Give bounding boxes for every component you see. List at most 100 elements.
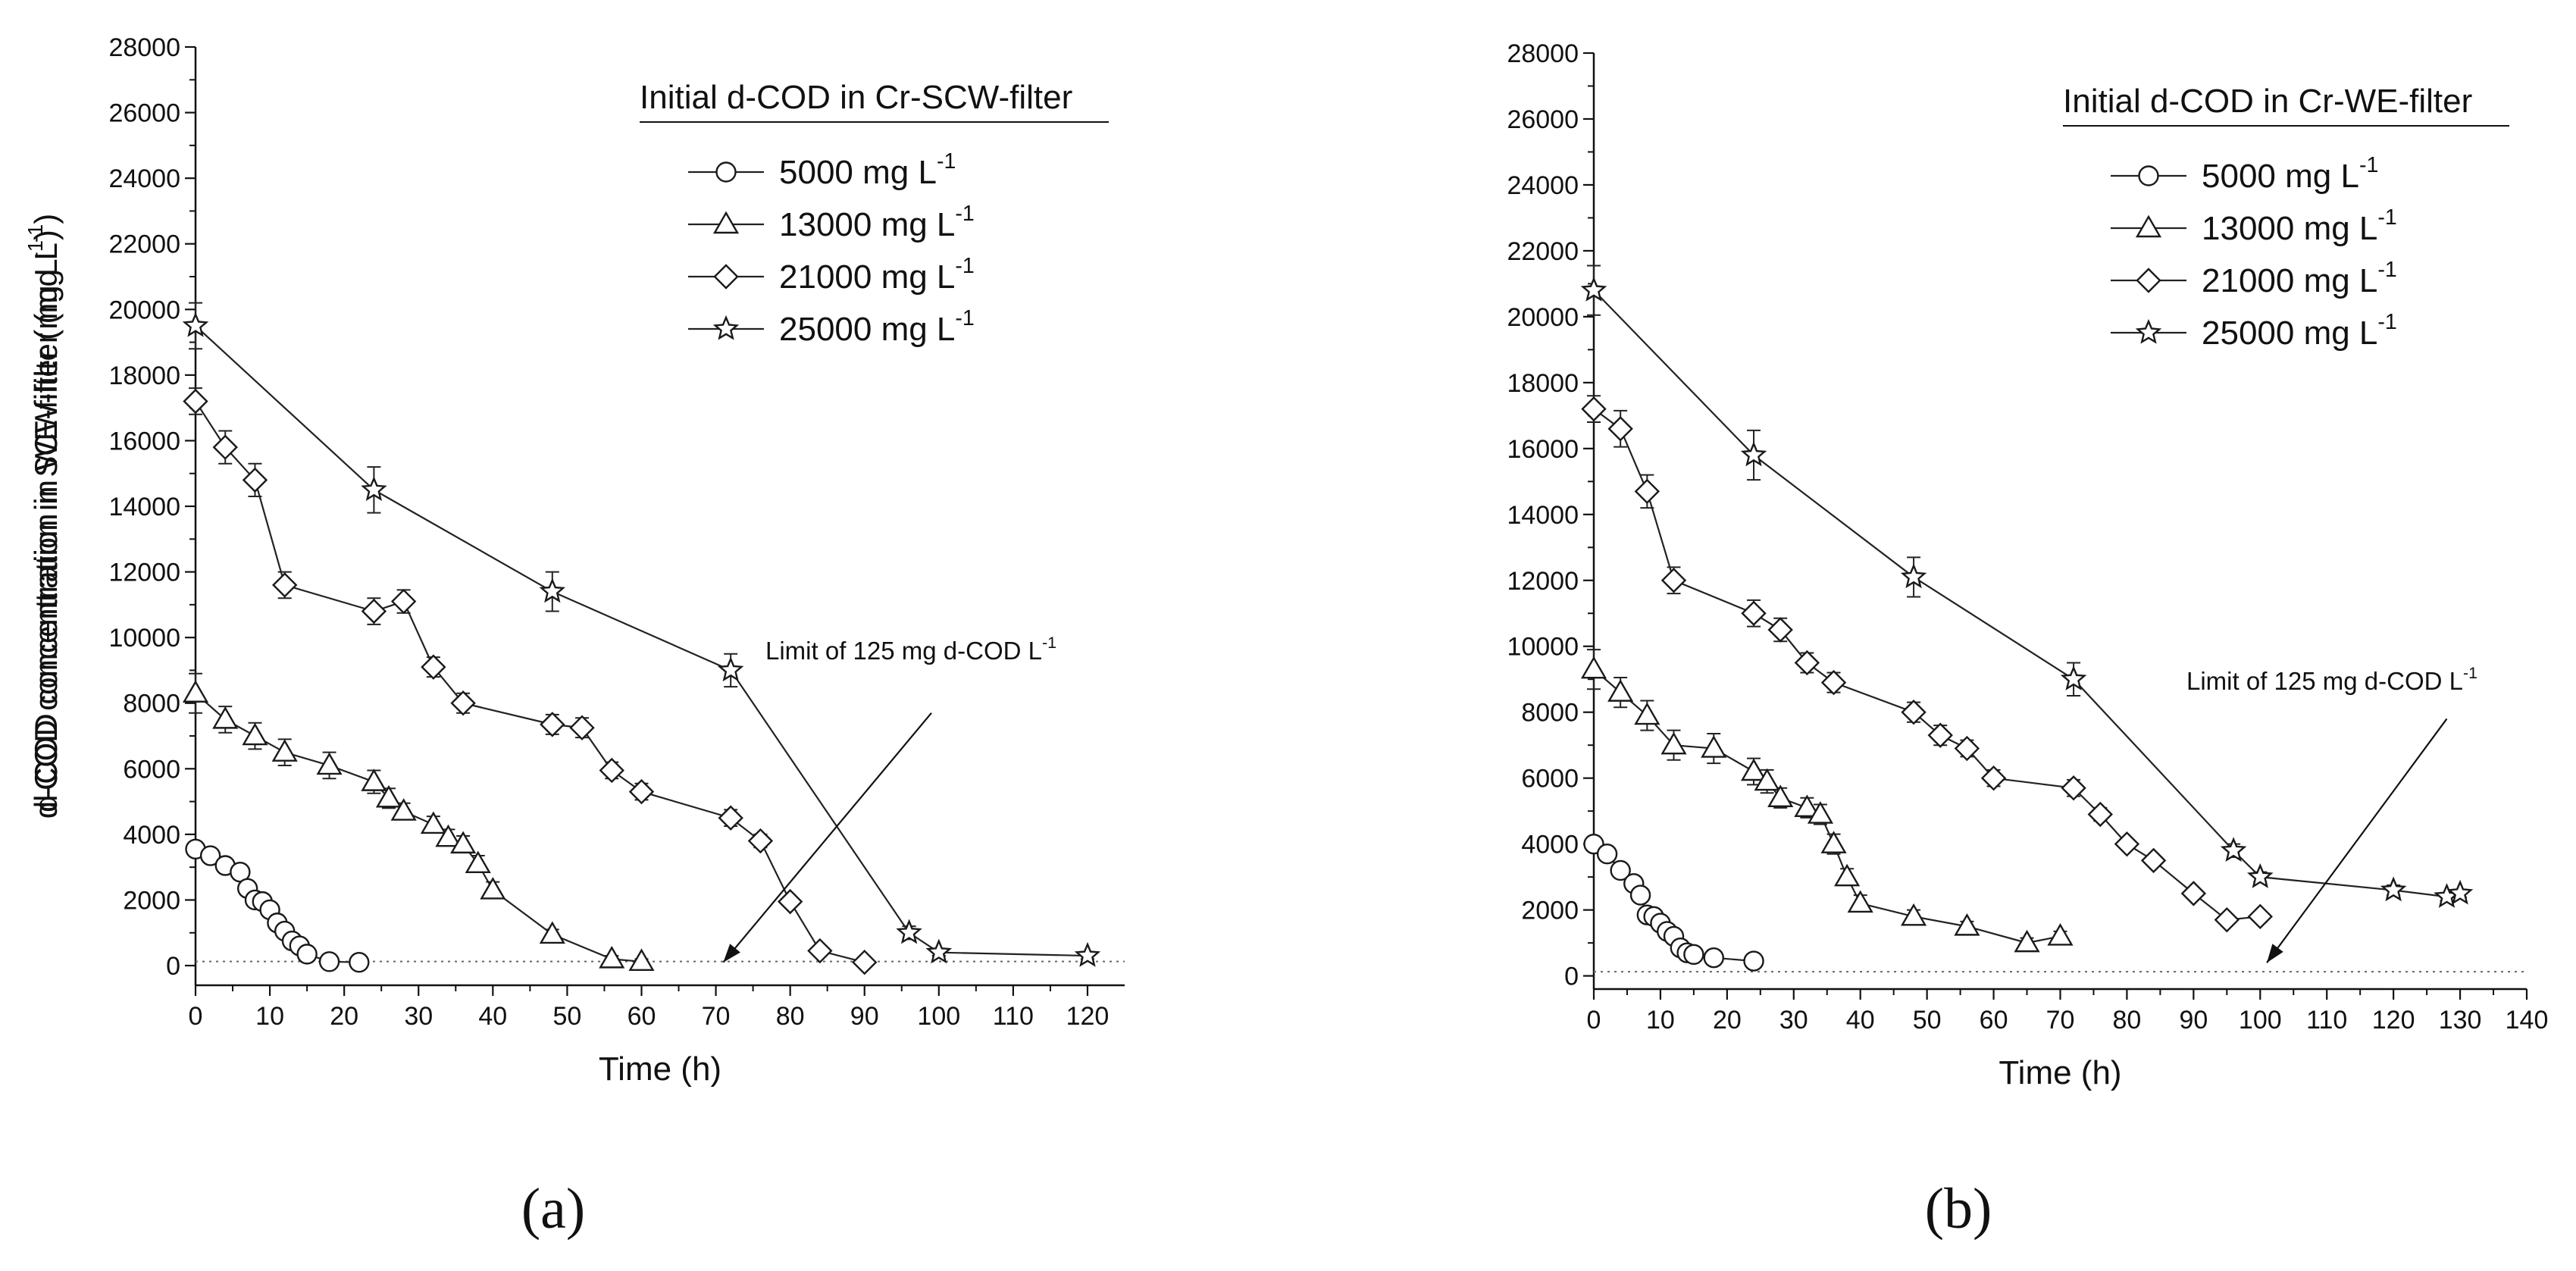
y-tick-label: 12000: [1507, 567, 1579, 596]
data-point-triangle: [1740, 758, 1767, 781]
x-tick-label: 70: [2046, 1006, 2075, 1035]
y-tick-label: 0: [1564, 963, 1579, 991]
y-tick-label: 28000: [108, 33, 180, 62]
data-point-star: [361, 476, 387, 502]
legend-marker-diamond: [713, 264, 739, 290]
data-point-diamond: [1980, 765, 2007, 791]
data-point-star: [2446, 879, 2474, 905]
y-tick-label: 26000: [108, 99, 180, 128]
data-point-triangle: [465, 850, 491, 874]
data-point-triangle: [1794, 794, 1820, 818]
data-point-triangle: [450, 831, 477, 854]
y-tick-label: 16000: [108, 427, 180, 455]
y-tick-label: 26000: [1507, 105, 1579, 134]
data-point-star: [1740, 441, 1767, 467]
y-tick-label: 10000: [108, 624, 180, 653]
data-point-diamond: [2114, 831, 2140, 857]
data-point-triangle: [2047, 923, 2074, 946]
data-point-diamond: [1767, 617, 1793, 643]
x-tick-label: 30: [1779, 1006, 1808, 1035]
x-tick-label: 90: [2179, 1006, 2208, 1035]
y-tick-label: 4000: [123, 821, 180, 850]
x-tick-label: 100: [2239, 1006, 2282, 1035]
data-point-diamond: [1634, 478, 1660, 505]
data-point-circle: [199, 845, 221, 866]
annotation-arrow-head: [2267, 944, 2283, 963]
legend-title: Initial d-COD in Cr-SCW-filter: [640, 79, 1072, 116]
data-point-triangle: [435, 824, 462, 847]
data-point-triangle: [420, 811, 446, 834]
data-point-diamond: [2087, 801, 2113, 828]
legend-marker-circle: [2138, 165, 2159, 186]
data-point-circle: [1596, 844, 1618, 865]
data-point-diamond: [2214, 906, 2240, 933]
legend: Initial d-COD in Cr-WE-filter 5000 mg L-1…: [2063, 83, 2509, 352]
x-tick-label: 10: [1646, 1006, 1675, 1035]
y-tick-label: 20000: [1507, 303, 1579, 332]
data-point-triangle: [316, 752, 343, 775]
data-point-diamond: [242, 467, 268, 493]
data-point-star: [539, 578, 565, 603]
data-point-diamond: [421, 654, 446, 680]
panel-label: (b): [1925, 1177, 1992, 1241]
legend-entry-label: 13000 mg L-1: [779, 202, 975, 243]
data-point-star: [2380, 876, 2407, 902]
x-tick-label: 30: [404, 1002, 433, 1031]
y-tick-label: 24000: [1507, 171, 1579, 200]
data-point-diamond: [1901, 700, 1927, 725]
y-tick-label: 28000: [1507, 39, 1579, 68]
data-point-diamond: [2180, 881, 2207, 906]
data-point-diamond: [569, 715, 595, 740]
data-point-triangle: [480, 877, 506, 900]
legend-marker-star: [2135, 318, 2162, 344]
y-tick-label: 10000: [1507, 633, 1579, 662]
y-tick-label: 18000: [108, 362, 180, 390]
annotation-arrow-line: [722, 712, 932, 963]
y-axis-title: d-COD concentration in WE-filter (mg L-1…: [23, 230, 64, 812]
y-tick-label: 4000: [1521, 831, 1579, 859]
data-point-triangle: [1820, 831, 1847, 853]
y-tick-label: 12000: [108, 559, 180, 587]
y-tick-label: 0: [166, 952, 180, 981]
y-tick-label: 16000: [1507, 435, 1579, 464]
x-tick-label: 20: [1713, 1006, 1742, 1035]
data-point-triangle: [1660, 731, 1687, 755]
data-point-circle: [296, 944, 318, 965]
legend: Initial d-COD in Cr-SCW-filter 5000 mg L-…: [640, 79, 1109, 348]
y-tick-label: 8000: [1521, 699, 1579, 728]
x-tick-label: 10: [255, 1002, 284, 1031]
data-point-diamond: [1741, 600, 1767, 626]
data-point-diamond: [1660, 568, 1687, 593]
x-tick-label: 40: [1846, 1006, 1875, 1035]
data-point-diamond: [540, 712, 565, 737]
data-point-triangle: [1754, 768, 1780, 791]
data-point-star: [182, 311, 209, 337]
data-point-diamond: [628, 778, 655, 805]
x-tick-label: 50: [1913, 1006, 1942, 1035]
data-point-star: [896, 919, 922, 944]
data-point-diamond: [212, 434, 238, 460]
data-point-triangle: [390, 798, 417, 821]
data-point-diamond: [1581, 396, 1607, 422]
data-point-diamond: [390, 588, 417, 615]
legend-entry-label: 21000 mg L-1: [2202, 258, 2397, 299]
data-point-diamond: [747, 828, 774, 854]
series-circle: [185, 838, 370, 973]
series-diamond: [1581, 395, 2273, 933]
x-tick-label: 20: [330, 1002, 358, 1031]
data-point-triangle: [539, 921, 565, 944]
legend-marker-circle: [715, 161, 737, 183]
y-tick-label: 22000: [108, 230, 180, 259]
y-tick-label: 8000: [123, 690, 180, 718]
series-star: [182, 302, 1101, 967]
data-point-circle: [1703, 947, 1724, 969]
data-point-diamond: [1954, 735, 1980, 762]
x-tick-label: 100: [917, 1002, 960, 1031]
legend-marker-triangle: [2135, 214, 2162, 238]
chart-panel-a: 0 2000 4000 6000 8000 10000 12000 14000 16000 180…: [23, 33, 1125, 1241]
x-tick-label: 60: [1980, 1006, 2008, 1035]
data-point-circle: [318, 951, 340, 972]
data-point-triangle: [1834, 863, 1861, 887]
